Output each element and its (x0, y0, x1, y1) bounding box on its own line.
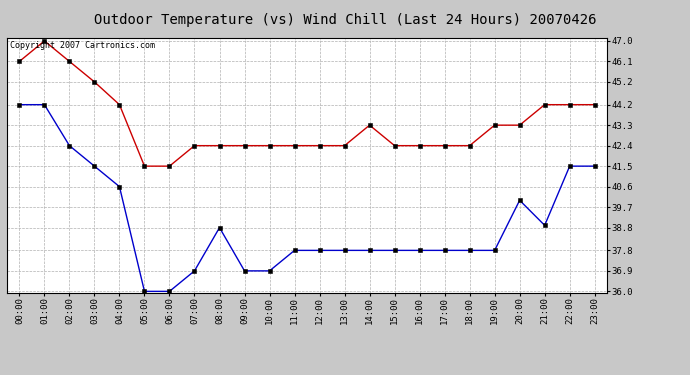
Text: Outdoor Temperature (vs) Wind Chill (Last 24 Hours) 20070426: Outdoor Temperature (vs) Wind Chill (Las… (94, 13, 596, 27)
Text: Copyright 2007 Cartronics.com: Copyright 2007 Cartronics.com (10, 41, 155, 50)
